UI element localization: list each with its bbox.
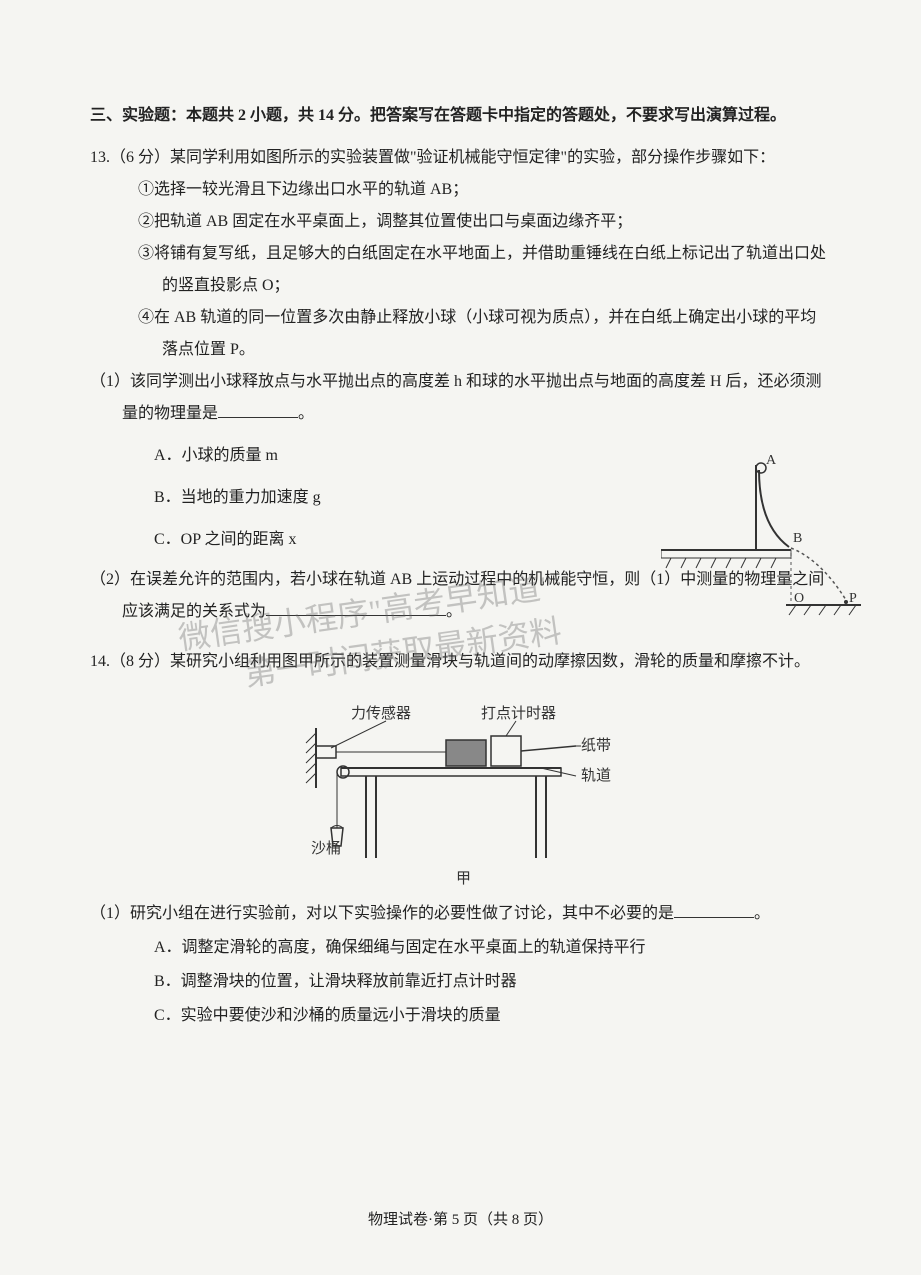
q14-diagram: 力传感器 打点计时器 纸带 轨道 沙桶 甲 (281, 688, 641, 888)
q13-step1: ①选择一较光滑且下边缘出口水平的轨道 AB； (90, 174, 831, 206)
label-a: A (766, 453, 777, 468)
q14-sub1-tail: 。 (754, 905, 770, 922)
svg-text:打点计时器: 打点计时器 (481, 705, 556, 722)
label-b: B (793, 531, 802, 546)
svg-text:甲: 甲 (456, 871, 471, 887)
q13-sub1: （1）该同学测出小球释放点与水平抛出点的高度差 h 和球的水平抛出点与地面的高度… (90, 366, 831, 430)
blank-field (266, 600, 446, 616)
svg-text:力传感器: 力传感器 (351, 705, 411, 722)
q13-step2: ②把轨道 AB 固定在水平桌面上，调整其位置使出口与桌面边缘齐平； (90, 206, 831, 238)
q13-step3: ③将铺有复写纸，且足够大的白纸固定在水平地面上，并借助重锤线在白纸上标记出了轨道… (90, 238, 831, 302)
blank-field (674, 902, 754, 918)
q13-sub1-tail: 。 (298, 405, 314, 422)
q13-step4: ④在 AB 轨道的同一位置多次由静止释放小球（小球可视为质点），并在白纸上确定出… (90, 302, 831, 366)
q14-option-c: C．实验中要使沙和沙桶的质量远小于滑块的质量 (90, 1000, 831, 1032)
blank-field (218, 402, 298, 418)
q14-option-a: A．调整定滑轮的高度，确保细绳与固定在水平桌面上的轨道保持平行 (90, 932, 831, 964)
svg-text:纸带: 纸带 (581, 737, 611, 754)
q14-sub1-text: （1）研究小组在进行实验前，对以下实验操作的必要性做了讨论，其中不必要的是 (90, 905, 674, 922)
page-footer: 物理试卷·第 5 页（共 8 页） (0, 1205, 921, 1235)
q14-header: 14.（8 分）某研究小组利用图甲所示的装置测量滑块与轨道间的动摩擦因数，滑轮的… (90, 646, 831, 678)
label-o: O (794, 591, 804, 606)
q14-sub1: （1）研究小组在进行实验前，对以下实验操作的必要性做了讨论，其中不必要的是 。 (90, 898, 831, 930)
svg-text:轨道: 轨道 (581, 767, 611, 784)
section-title: 三、实验题：本题共 2 小题，共 14 分。把答案写在答题卡中指定的答题处，不要… (90, 100, 831, 132)
q13-sub1-text: （1）该同学测出小球释放点与水平抛出点的高度差 h 和球的水平抛出点与地面的高度… (90, 373, 822, 422)
q13-diagram: A B O P (661, 450, 861, 620)
question-13: 13.（6 分）某同学利用如图所示的实验装置做"验证机械能守恒定律"的实验，部分… (90, 142, 831, 628)
q14-option-b: B．调整滑块的位置，让滑块释放前靠近打点计时器 (90, 966, 831, 998)
q13-sub2-tail: 。 (446, 603, 462, 620)
label-p: P (849, 591, 857, 606)
q13-header: 13.（6 分）某同学利用如图所示的实验装置做"验证机械能守恒定律"的实验，部分… (90, 142, 831, 174)
question-14: 14.（8 分）某研究小组利用图甲所示的装置测量滑块与轨道间的动摩擦因数，滑轮的… (90, 646, 831, 1032)
svg-text:沙桶: 沙桶 (311, 840, 341, 857)
